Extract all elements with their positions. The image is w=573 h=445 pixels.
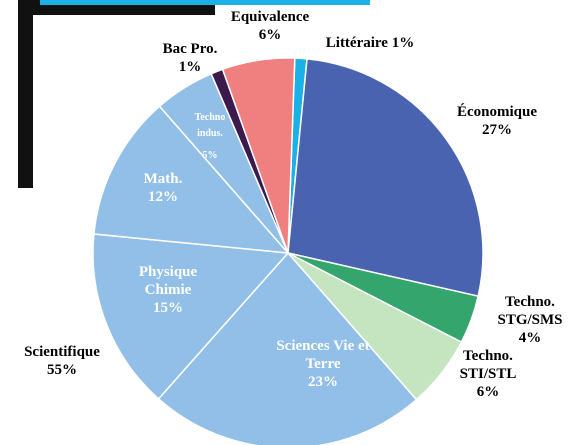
category-label: Sciences Vie et Terre bbox=[276, 338, 370, 372]
value-label: 1% bbox=[391, 35, 415, 51]
value-label: 6% bbox=[476, 384, 500, 400]
slice-label: Sciences Vie et Terre 23% bbox=[268, 337, 378, 391]
annotation-value: 55% bbox=[47, 362, 77, 378]
category-label: Equivalence bbox=[230, 9, 310, 25]
category-label: Littéraire bbox=[325, 35, 388, 51]
value-label: 5% bbox=[202, 150, 218, 161]
slice-label: Techno indus. 5% bbox=[189, 110, 231, 164]
value-label: 12% bbox=[148, 189, 178, 205]
slice-label: Equivalence 6% bbox=[215, 8, 325, 44]
category-label: Techno indus. bbox=[194, 112, 226, 139]
pie-slice bbox=[287, 58, 484, 298]
value-label: 4% bbox=[518, 330, 542, 346]
slice-label: Techno. STG/SMS 4% bbox=[485, 293, 573, 347]
value-label: 27% bbox=[482, 122, 512, 138]
slice-label: Math. 12% bbox=[133, 170, 193, 206]
value-label: 1% bbox=[178, 59, 202, 75]
category-label: Bac Pro. bbox=[162, 41, 218, 57]
value-label: 15% bbox=[153, 300, 183, 316]
pie-slice bbox=[92, 233, 290, 400]
decor-bar bbox=[40, 0, 370, 5]
category-label: Économique bbox=[456, 104, 537, 120]
category-label: Techno. STG/SMS bbox=[497, 294, 563, 328]
decor-bar bbox=[18, 0, 33, 188]
annotation-text: Scientifique bbox=[24, 344, 100, 360]
category-label: Math. bbox=[143, 171, 183, 187]
category-label: Techno. STI/STL bbox=[459, 348, 517, 382]
category-label: Physique Chimie bbox=[138, 264, 198, 298]
slice-label: Techno. STI/STL 6% bbox=[443, 347, 533, 401]
pie-slice bbox=[93, 105, 290, 254]
slice-label: Bac Pro. 1% bbox=[150, 40, 230, 76]
annotation: Scientifique 55% bbox=[24, 343, 100, 379]
slice-label: Économique 27% bbox=[437, 103, 557, 139]
pie-slice bbox=[157, 251, 418, 445]
pie-slice bbox=[221, 57, 296, 254]
slice-label: Littéraire 1% bbox=[300, 34, 440, 52]
value-label: 23% bbox=[308, 374, 338, 390]
slice-label: Physique Chimie 15% bbox=[123, 263, 213, 317]
value-label: 6% bbox=[258, 27, 282, 43]
